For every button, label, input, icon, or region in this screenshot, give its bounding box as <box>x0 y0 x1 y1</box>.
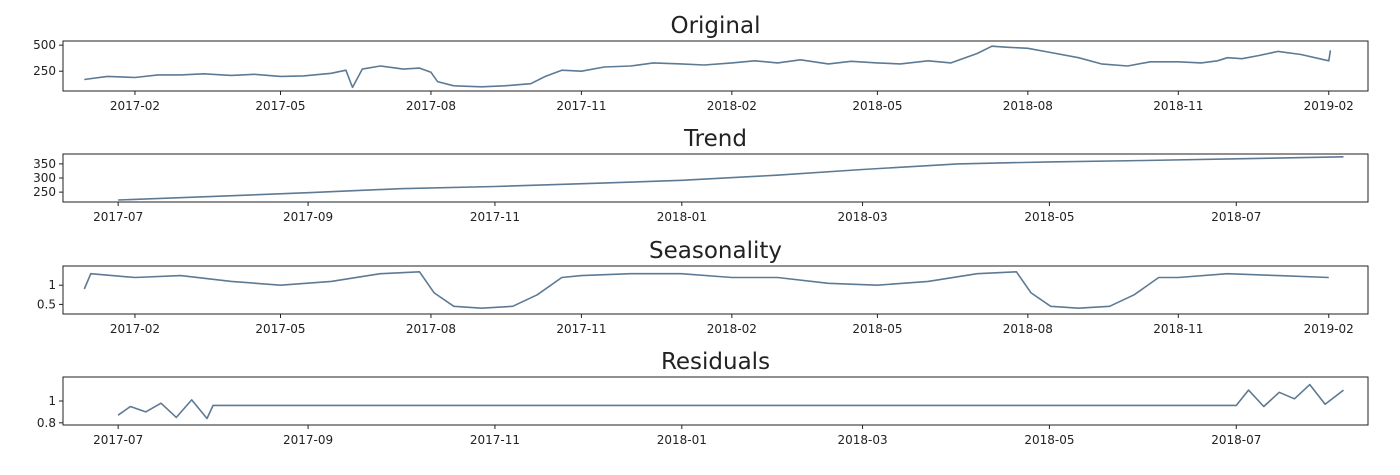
y-tick-label: 350 <box>33 157 56 171</box>
series-line <box>84 45 1332 89</box>
x-tick-label: 2017-11 <box>470 433 520 447</box>
x-tick-label: 2017-02 <box>110 99 160 113</box>
x-tick-label: 2018-05 <box>1024 433 1074 447</box>
x-tick-label: 2018-08 <box>1003 99 1053 113</box>
plot-frame <box>62 40 1369 92</box>
x-tick-label: 2017-09 <box>283 210 333 224</box>
x-tick-label: 2017-09 <box>283 433 333 447</box>
x-tick-label: 2019-02 <box>1304 322 1354 336</box>
series-line <box>83 270 1329 310</box>
x-tick-label: 2017-05 <box>255 322 305 336</box>
x-tick-label: 2017-07 <box>93 433 143 447</box>
panel-title: Original <box>670 13 760 39</box>
panel-seasonality: Seasonality 2017-02 2017-05 2017-08 2017-11 2… <box>37 238 1369 336</box>
x-tick-label: 2017-11 <box>556 322 606 336</box>
x-tick-label: 2017-07 <box>93 210 143 224</box>
x-tick-label: 2018-11 <box>1153 99 1203 113</box>
series-line <box>118 156 1344 201</box>
x-tick-label: 2018-02 <box>707 99 757 113</box>
x-tick-label: 2017-11 <box>470 210 520 224</box>
panel-residuals: Residuals 2017-07 2017-09 2017-11 2018-01 201… <box>37 349 1369 447</box>
x-tick-label: 2017-08 <box>406 322 456 336</box>
x-tick-label: 2017-05 <box>255 99 305 113</box>
panel-original: Original 2017-02 2017-05 2017-08 2017-11 2018… <box>33 13 1369 113</box>
x-tick-label: 2018-03 <box>837 210 887 224</box>
x-tick-label: 2018-03 <box>837 433 887 447</box>
x-tick-label: 2018-01 <box>657 210 707 224</box>
panel-title: Residuals <box>661 349 770 375</box>
panel-title: Seasonality <box>649 238 782 264</box>
y-tick-label: 1 <box>48 278 56 292</box>
x-tick-label: 2018-08 <box>1003 322 1053 336</box>
y-tick-label: 250 <box>33 185 56 199</box>
x-tick-label: 2017-02 <box>110 322 160 336</box>
x-tick-label: 2018-05 <box>1024 210 1074 224</box>
x-tick-label: 2018-01 <box>657 433 707 447</box>
x-tick-label: 2018-07 <box>1211 433 1261 447</box>
x-tick-label: 2018-05 <box>852 99 902 113</box>
plot-frame <box>62 265 1369 315</box>
y-tick-label: 1 <box>48 394 56 408</box>
panel-trend: Trend 2017-07 2017-09 2017-11 2018-01 2018-03… <box>33 126 1369 224</box>
x-tick-label: 2018-11 <box>1153 322 1203 336</box>
x-tick-label: 2018-02 <box>707 322 757 336</box>
panel-title: Trend <box>683 126 747 152</box>
x-tick-label: 2017-08 <box>406 99 456 113</box>
series-line <box>117 383 1344 420</box>
y-tick-label: 250 <box>33 64 56 78</box>
x-tick-label: 2018-05 <box>852 322 902 336</box>
x-tick-label: 2018-07 <box>1211 210 1261 224</box>
x-tick-label: 2017-11 <box>556 99 606 113</box>
y-tick-label: 0.5 <box>37 297 56 311</box>
plot-frame <box>62 376 1369 426</box>
y-tick-label: 500 <box>33 38 56 52</box>
x-tick-label: 2019-02 <box>1304 99 1354 113</box>
y-tick-label: 300 <box>33 171 56 185</box>
y-tick-label: 0.8 <box>37 416 56 430</box>
